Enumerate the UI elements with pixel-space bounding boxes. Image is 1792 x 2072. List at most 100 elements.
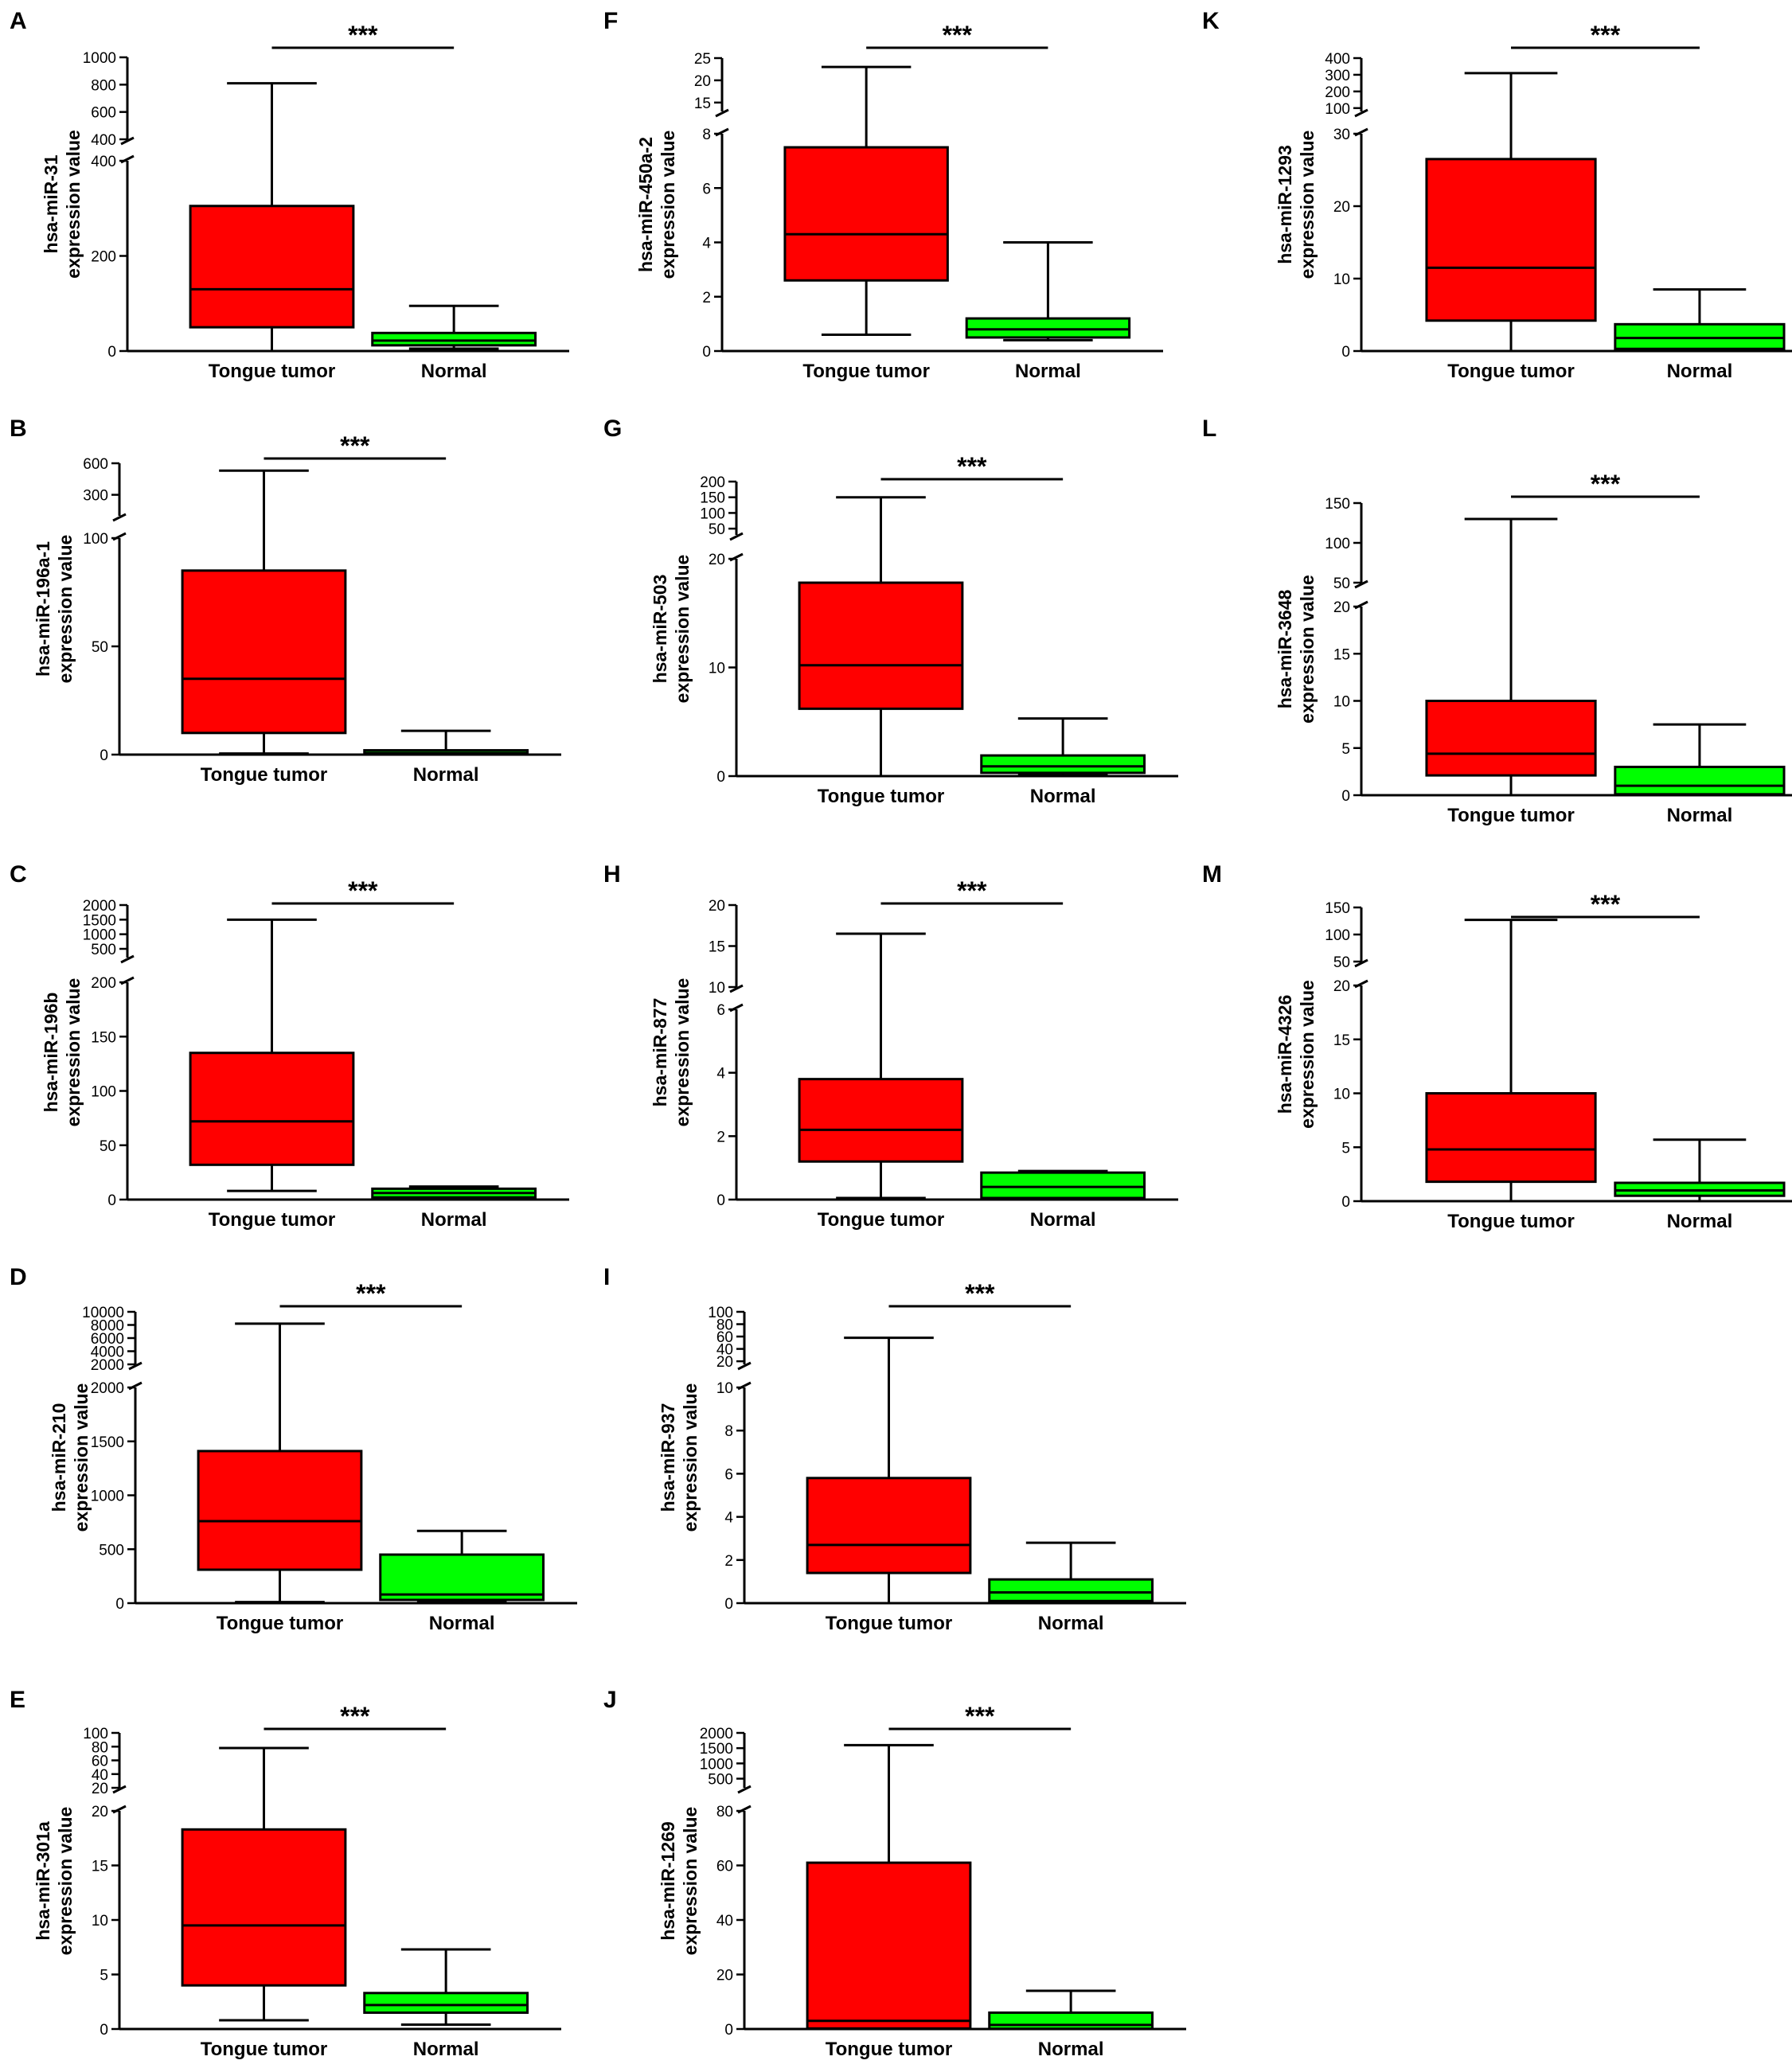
panel-label: B: [10, 416, 27, 442]
y-upper-tick-label: 100: [1325, 927, 1350, 944]
y-upper-tick-label: 1000: [83, 50, 116, 67]
y-lower-tick-label: 500: [99, 1542, 124, 1559]
category-label: Normal: [429, 1613, 495, 1634]
y-axis-label-line: expression value: [1297, 980, 1318, 1129]
category-label: Tongue tumor: [826, 1613, 953, 1634]
y-lower-tick-label: 6: [702, 181, 711, 197]
y-upper-tick-label: 150: [1325, 496, 1350, 513]
y-upper-tick-label: 600: [83, 456, 108, 473]
significance-label: ***: [340, 431, 370, 460]
category-label: Tongue tumor: [1447, 361, 1575, 382]
y-axis-label: hsa-miR-4326expression value: [1275, 980, 1318, 1129]
axis-break-mark: [729, 532, 744, 541]
y-lower-tick-label: 10: [1333, 1087, 1350, 1103]
y-axis-label: hsa-miR-210expression value: [49, 1383, 92, 1532]
y-lower-tick-label: 20: [1333, 978, 1350, 995]
y-lower-tick-label: 10: [92, 1913, 108, 1930]
y-upper-tick-label: 300: [1325, 68, 1350, 84]
y-upper-tick-label: 1000: [700, 1756, 733, 1773]
y-upper-tick-label: 10: [709, 980, 725, 997]
y-upper-tick-label: 200: [1325, 84, 1350, 101]
y-upper-tick-label: 80: [716, 1317, 733, 1334]
axis-break-mark: [729, 984, 744, 993]
category-label: Normal: [1030, 786, 1096, 807]
y-upper-tick-label: 100: [83, 1726, 108, 1742]
axis-break-mark: [112, 1785, 127, 1794]
y-upper-tick-label: 40: [716, 1342, 733, 1359]
y-upper-tick-label: 100: [708, 1305, 733, 1321]
panel-label: K: [1202, 8, 1220, 34]
y-lower-tick-label: 5: [100, 1968, 108, 1984]
y-lower-tick-label: 4: [702, 236, 711, 252]
y-lower-tick-label: 80: [716, 1804, 733, 1820]
y-axis-label-line: hsa-miR-503: [650, 575, 670, 684]
y-lower-tick-label: 15: [1333, 1032, 1350, 1049]
y-lower-tick-label: 0: [702, 344, 711, 361]
y-upper-tick-label: 150: [700, 490, 725, 507]
box-tumor: [783, 146, 949, 282]
y-lower-tick-label: 10: [716, 1380, 733, 1397]
y-lower-tick-label: 200: [91, 975, 116, 992]
axis-break-mark: [128, 1361, 143, 1371]
category-label: Tongue tumor: [802, 361, 930, 382]
y-axis-label-line: expression value: [672, 978, 693, 1127]
y-upper-tick-label: 1500: [83, 912, 116, 929]
y-lower-tick-label: 40: [716, 1913, 733, 1930]
box-normal: [379, 1553, 545, 1602]
category-label: Normal: [421, 361, 487, 382]
y-lower-tick-label: 2: [716, 1129, 725, 1145]
box-tumor: [806, 1861, 972, 2030]
y-lower-tick-label: 6: [724, 1466, 733, 1483]
significance-label: ***: [943, 21, 973, 49]
y-lower-tick-label: 0: [107, 344, 116, 361]
axis-break-mark: [737, 1361, 752, 1371]
box-tumor: [798, 1078, 964, 1163]
category-label: Tongue tumor: [818, 1209, 945, 1231]
y-lower-tick-label: 1500: [91, 1434, 124, 1451]
axis-break-mark: [1354, 108, 1368, 118]
y-axis-label-line: hsa-miR-3648: [1275, 590, 1295, 709]
y-axis-label-line: hsa-miR-1293: [1275, 145, 1295, 264]
category-label: Tongue tumor: [201, 2039, 328, 2060]
category-label: Tongue tumor: [209, 1209, 336, 1231]
y-upper-tick-label: 2000: [83, 898, 116, 915]
y-lower-tick-label: 10: [1333, 694, 1350, 711]
y-lower-tick-label: 8: [724, 1423, 733, 1440]
y-axis-label-line: hsa-miR-31: [41, 154, 61, 253]
y-axis-label: hsa-miR-1269expression value: [658, 1807, 701, 1956]
box-tumor: [189, 1052, 355, 1166]
axis-break-mark: [112, 513, 127, 522]
y-axis-label: hsa-miR-301aexpression value: [33, 1807, 76, 1956]
y-lower-tick-label: 1000: [91, 1489, 124, 1505]
y-lower-tick-label: 5: [1341, 1140, 1350, 1157]
y-lower-tick-label: 6: [716, 1002, 725, 1019]
panel-label: H: [603, 861, 621, 888]
y-upper-tick-label: 300: [83, 488, 108, 505]
panel-label: C: [10, 861, 27, 888]
significance-label: ***: [1591, 890, 1621, 919]
panel-label: F: [603, 8, 618, 34]
y-axis-label-line: expression value: [680, 1383, 701, 1532]
category-label: Tongue tumor: [826, 2039, 953, 2060]
y-axis-label-line: expression value: [63, 978, 84, 1127]
y-upper-tick-label: 20: [92, 1781, 108, 1797]
y-axis-label-line: expression value: [1297, 575, 1318, 724]
y-lower-tick-label: 15: [92, 1859, 108, 1875]
y-upper-tick-label: 80: [92, 1739, 108, 1756]
y-axis-label: hsa-miR-1293expression value: [1275, 131, 1318, 279]
significance-label: ***: [965, 1279, 995, 1308]
significance-label: ***: [348, 876, 378, 905]
axis-break-mark: [737, 1785, 752, 1794]
y-upper-tick-label: 500: [91, 942, 116, 958]
box-normal: [371, 331, 537, 347]
y-axis-label-line: expression value: [55, 535, 76, 684]
y-upper-tick-label: 15: [694, 96, 711, 112]
box-normal: [988, 1578, 1154, 1602]
